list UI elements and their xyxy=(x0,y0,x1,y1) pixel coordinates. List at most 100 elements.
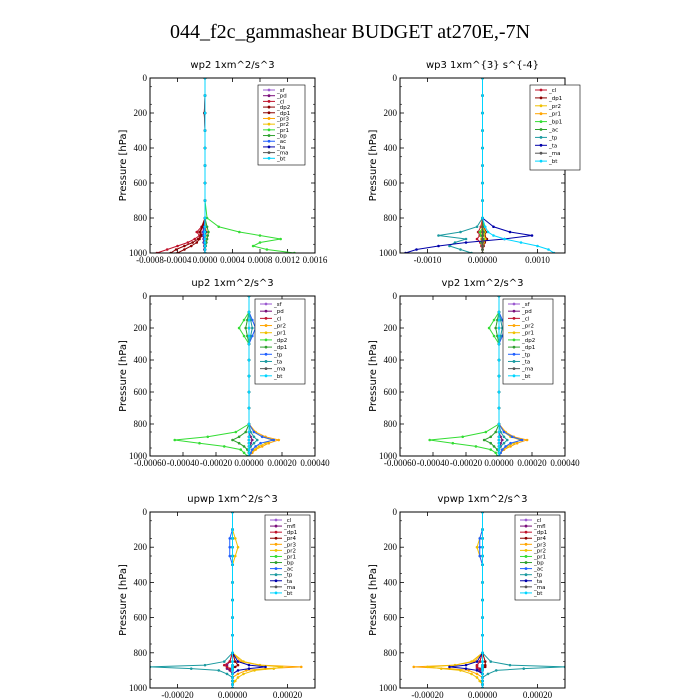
series-point xyxy=(251,448,254,451)
legend-label: _pr2 xyxy=(276,122,289,128)
series-point xyxy=(492,225,495,229)
series-point xyxy=(189,244,193,248)
legend-label: _bt xyxy=(548,159,558,165)
legend-label: _pr1 xyxy=(283,554,296,560)
series-point xyxy=(467,669,471,672)
legend-marker xyxy=(274,579,278,583)
series-point xyxy=(198,237,201,241)
x-tick-label: 0.00040 xyxy=(550,458,580,468)
series-line-ta xyxy=(405,78,533,253)
plot-frame xyxy=(149,295,316,457)
legend-label: _bt xyxy=(273,374,283,380)
panels: wp2 1xm^2/s^3 Pressure [hPa] 0 200 400 600 800… xyxy=(118,60,581,700)
y-tick-label: 0 xyxy=(143,507,148,517)
legend-label: _mfl xyxy=(283,524,296,530)
series-point xyxy=(203,146,207,150)
series-point xyxy=(205,225,209,229)
y-tick-label: 600 xyxy=(384,178,398,188)
series-point xyxy=(173,438,177,442)
legend-label: _pr1 xyxy=(533,554,546,560)
legend-label: _tp xyxy=(548,135,558,141)
series-point xyxy=(189,667,193,670)
legend-marker xyxy=(512,302,516,306)
series-point xyxy=(242,445,246,448)
series-point xyxy=(231,672,234,676)
legend-label: _bt xyxy=(276,156,286,162)
legend-label: _dp2 xyxy=(273,338,287,344)
series-point xyxy=(478,554,482,558)
x-tick-label: -0.00040 xyxy=(167,458,200,468)
series-point xyxy=(203,230,207,234)
legend-marker xyxy=(539,120,543,123)
legend-label: _ma xyxy=(533,585,545,591)
legend-label: _pr1 xyxy=(548,112,561,118)
series-point xyxy=(231,554,234,558)
series-point xyxy=(252,435,256,439)
legend-marker xyxy=(264,316,268,320)
y-tick-label: 0 xyxy=(393,73,398,83)
legend-label: _mfl xyxy=(533,524,546,530)
panel-title: vp2 1xm^2/s^3 xyxy=(442,278,524,289)
series-point xyxy=(222,445,226,448)
y-tick-label: 0 xyxy=(393,507,398,517)
series-point xyxy=(258,241,262,244)
series-point xyxy=(459,230,462,234)
panel-title: up2 1xm^2/s^3 xyxy=(191,278,273,289)
x-tick-label: -0.0008 xyxy=(136,255,164,265)
series-point xyxy=(231,616,234,619)
legend-label: _bt xyxy=(283,591,293,597)
series-point xyxy=(501,438,504,442)
y-tick-label: 400 xyxy=(134,143,148,153)
legend-label: _cl xyxy=(276,99,285,105)
series-point xyxy=(497,441,501,445)
series-point xyxy=(203,248,207,251)
legend-marker xyxy=(524,555,528,558)
series-point xyxy=(481,683,484,686)
legend-marker xyxy=(274,524,278,528)
series-point xyxy=(242,660,245,663)
series-point xyxy=(203,241,207,244)
series-point xyxy=(247,406,251,410)
panel-title: wp2 1xm^2/s^3 xyxy=(190,60,274,71)
series-point xyxy=(233,665,237,669)
series-point xyxy=(277,438,281,442)
legend: _sf_pd_cl _pr2_pr1_dp2_dp1_tp_ta _ma_bt xyxy=(502,298,554,385)
plot-frame xyxy=(399,295,566,457)
y-tick-label: 400 xyxy=(134,577,148,587)
series-point xyxy=(217,669,221,672)
series-point xyxy=(203,199,207,202)
series-point xyxy=(475,225,479,229)
legend-box xyxy=(514,514,561,601)
series-point xyxy=(520,438,524,442)
series-point xyxy=(247,334,251,338)
series-point xyxy=(428,438,432,442)
series-point xyxy=(236,660,240,663)
chart-panel: vp2 1xm^2/s^3 Pressure [hPa] 0 200 400 600 800… xyxy=(368,278,580,468)
series-point xyxy=(299,665,303,669)
series-point xyxy=(205,216,209,220)
legend-marker xyxy=(539,159,543,163)
series-point xyxy=(183,248,186,251)
y-tick-label: 1000 xyxy=(129,451,148,461)
series-point xyxy=(448,244,451,248)
series-point xyxy=(448,665,451,669)
series-point xyxy=(502,430,506,434)
series-point xyxy=(239,448,243,451)
panel-title: vpwp 1xm^2/s^3 xyxy=(437,494,527,505)
series-point xyxy=(486,230,490,234)
series-point xyxy=(222,660,226,663)
series-point xyxy=(487,326,491,330)
legend-marker xyxy=(274,561,278,564)
series-point xyxy=(279,237,282,241)
series-point xyxy=(470,660,473,663)
legend-marker xyxy=(524,567,528,571)
series-point xyxy=(258,234,262,237)
series-point xyxy=(203,225,207,229)
series-point xyxy=(228,554,232,558)
y-axis-label: Pressure [hPa] xyxy=(368,130,379,202)
legend-label: _ac xyxy=(276,139,286,145)
legend-label: _pr3 xyxy=(283,542,297,548)
series-point xyxy=(207,230,210,234)
series-point xyxy=(259,441,262,445)
